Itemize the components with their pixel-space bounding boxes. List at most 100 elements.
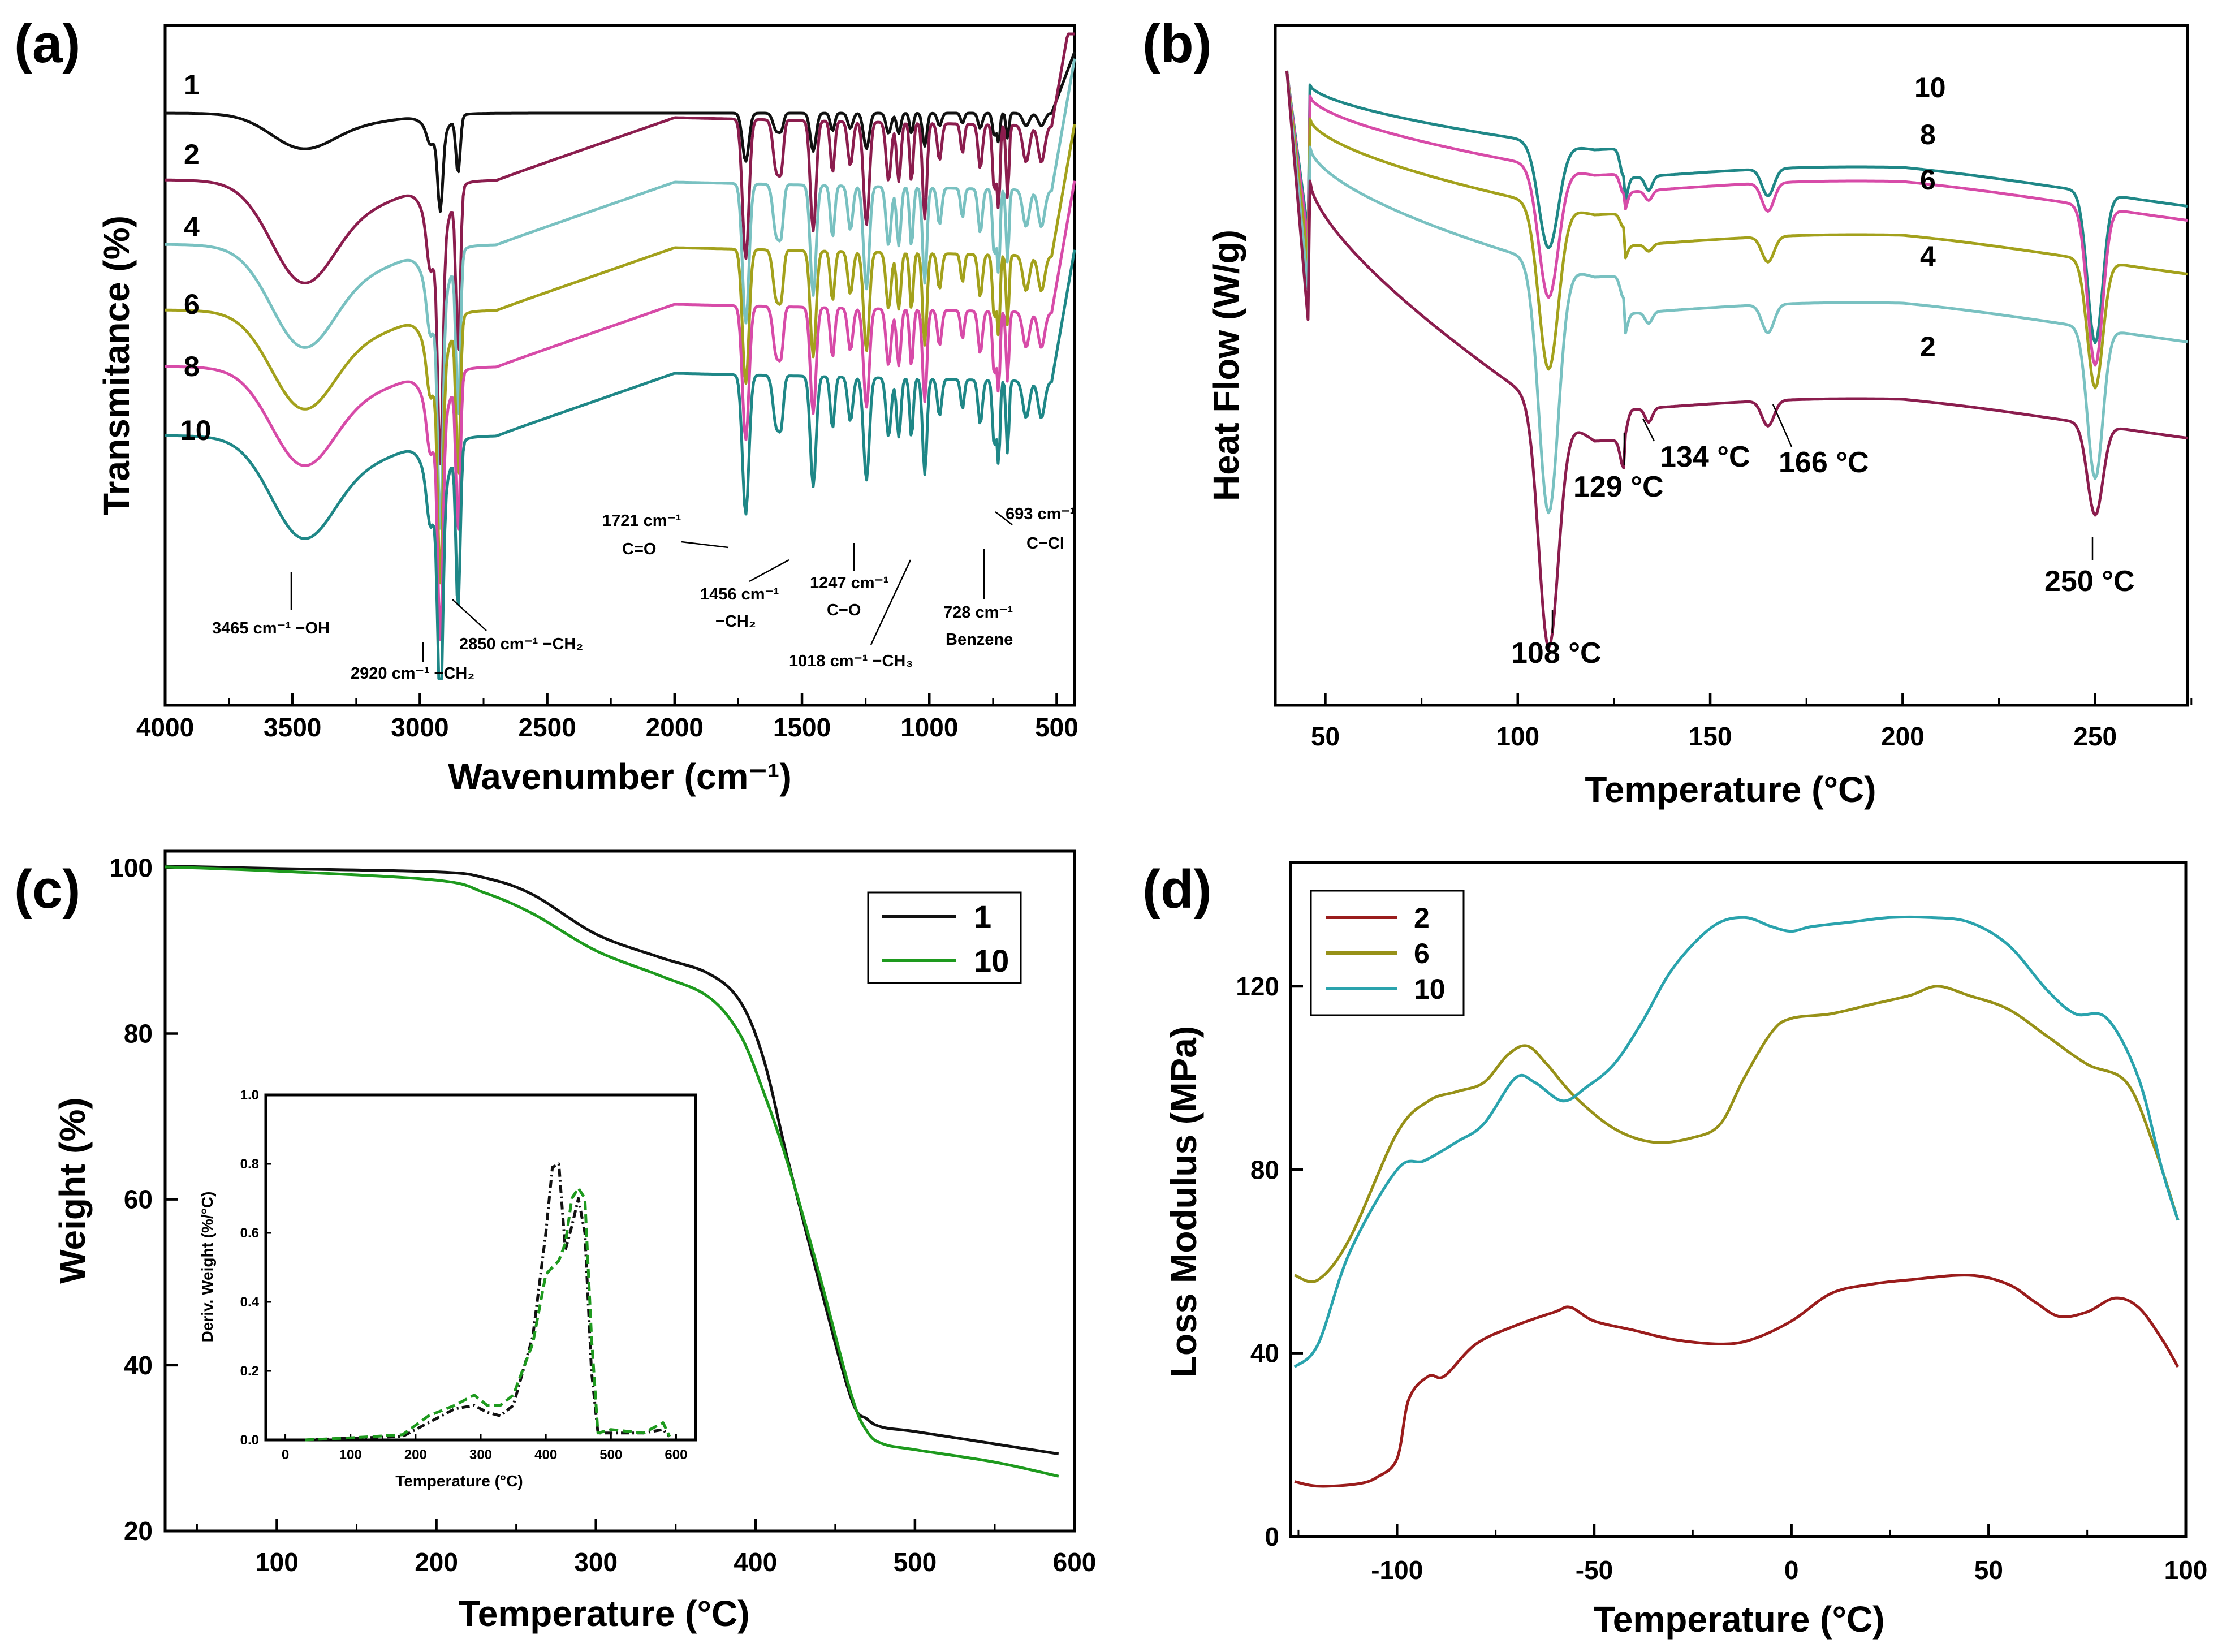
ann-1247-sub: C−O — [827, 601, 861, 619]
panel-a-x-tick-label-1000: 1000 — [900, 713, 958, 742]
panel-a-series-6-line — [165, 124, 1076, 585]
panel-d-axes-frame — [1289, 861, 2188, 1538]
panel-a-series-8-line — [165, 180, 1076, 641]
inset-series-1-line — [305, 1162, 671, 1442]
panel-a-series-label-6: 6 — [184, 288, 200, 320]
panel-b-axes-frame — [1274, 24, 2189, 707]
arrow-134 — [1642, 418, 1655, 442]
panel-d-legend-label-6: 6 — [1414, 938, 1430, 969]
panel-d-series-10-line — [1293, 915, 2180, 1368]
panel-d-legend-label-10: 10 — [1414, 973, 1446, 1005]
panel-a-x-tick-label-3000: 3000 — [391, 713, 448, 742]
inset-y-axis-title: Deriv. Weight (%/°C) — [199, 1192, 216, 1343]
arrow-166 — [1772, 404, 1793, 447]
panel-b-x-axis-title: Temperature (°C) — [1585, 769, 1876, 810]
arrow-693 — [995, 511, 1013, 525]
panel-b-series-label-10: 10 — [1914, 72, 1946, 103]
inset-x-tick-label-100: 100 — [339, 1447, 362, 1463]
panel-c-axes-frame — [163, 849, 1076, 1533]
arrow-1721 — [681, 541, 729, 549]
panel-b-x-tick-label-100: 100 — [1496, 722, 1539, 751]
panel-d: (d) -100 -50 0 50 100 0 40 80 120 Temperature (°… — [1142, 859, 2207, 1640]
ann-108: 108 °C — [1511, 637, 1602, 670]
panel-d-ticks: -100 -50 0 50 100 0 40 80 120 — [1236, 972, 2207, 1585]
panel-a-label: (a) — [14, 14, 80, 74]
inset-axes-frame — [264, 1093, 697, 1442]
panel-c-x-tick-label-300: 300 — [574, 1547, 618, 1577]
arrow-2850 — [452, 599, 487, 631]
panel-b-series-4-line — [1285, 70, 2188, 515]
panel-d-y-axis-title: Loss Modulus (MPa) — [1163, 1026, 1204, 1378]
panel-c-y-tick-label-40: 40 — [124, 1351, 153, 1380]
panel-c-x-tick-label-200: 200 — [415, 1547, 458, 1577]
inset-y-tick-label-1: 1.0 — [240, 1088, 259, 1103]
panel-c-legend-label-10: 10 — [974, 943, 1009, 978]
panel-d-x-axis-title: Temperature (°C) — [1593, 1599, 1884, 1640]
inset-y-tick-label-0.4: 0.4 — [240, 1295, 260, 1310]
panel-a-series-4-line — [165, 58, 1076, 530]
panel-c-inset: 0 100 200 300 400 500 600 0.0 0.2 0.4 0.6 0.8 1.0 Te… — [199, 1088, 697, 1490]
ann-1721-sub: C=O — [622, 540, 656, 558]
panel-a-series-label-4: 4 — [184, 211, 200, 243]
panel-b-x-tick-label-200: 200 — [1881, 722, 1925, 751]
ann-728: 728 cm⁻¹ — [943, 603, 1013, 622]
panel-a-series-10-line — [165, 249, 1076, 680]
panel-a-x-tick-label-2000: 2000 — [646, 713, 704, 742]
panel-b-x-ticks: 50 100 150 200 250 — [1311, 693, 2193, 751]
ann-693: 693 cm⁻¹ — [1006, 505, 1075, 523]
panel-c-x-tick-label-400: 400 — [734, 1547, 777, 1577]
inset-x-tick-label-0: 0 — [282, 1447, 289, 1463]
panel-c-y-tick-label-60: 60 — [124, 1185, 153, 1214]
panel-d-series-2-line — [1294, 1274, 2180, 1488]
panel-c-x-tick-label-100: 100 — [255, 1547, 299, 1577]
inset-x-tick-label-400: 400 — [534, 1447, 557, 1463]
panel-a-series-label-2: 2 — [184, 139, 200, 170]
inset-x-tick-label-300: 300 — [469, 1447, 492, 1463]
panel-d-x-tick-label--100: -100 — [1371, 1555, 1423, 1585]
ann-2920: 2920 cm⁻¹ −CH₂ — [351, 665, 474, 683]
panel-b-series-10-line — [1285, 70, 2188, 344]
ann-1018: 1018 cm⁻¹ −CH₃ — [789, 652, 913, 670]
ann-134: 134 °C — [1660, 441, 1750, 473]
panel-b-series-label-8: 8 — [1920, 119, 1936, 150]
panel-c-x-tick-label-600: 600 — [1053, 1547, 1097, 1577]
panel-a-x-axis-title: Wavenumber (cm⁻¹) — [448, 756, 792, 797]
panel-a-axes-frame — [163, 24, 1076, 707]
panel-b-series-2-line — [1285, 70, 2188, 649]
ann-166: 166 °C — [1779, 446, 1869, 479]
ann-1247: 1247 cm⁻¹ — [810, 574, 888, 592]
panel-a-x-tick-label-4000: 4000 — [136, 713, 194, 742]
panel-d-y-tick-label-120: 120 — [1236, 972, 1279, 1001]
panel-c-y-tick-label-80: 80 — [124, 1019, 153, 1048]
panel-a-x-tick-label-3500: 3500 — [264, 713, 321, 742]
ann-3465: 3465 cm⁻¹ −OH — [212, 619, 330, 637]
panel-d-legend-label-2: 2 — [1414, 902, 1430, 934]
arrow-1456 — [749, 559, 789, 583]
panel-b-series-label-6: 6 — [1920, 164, 1936, 196]
inset-ticks: 0 100 200 300 400 500 600 0.0 0.2 0.4 0.6 0.8 1.0 — [240, 1088, 688, 1463]
panel-c-legend: 1 10 — [867, 891, 1022, 984]
panel-c-y-tick-label-100: 100 — [109, 853, 153, 882]
panel-d-y-tick-label-40: 40 — [1250, 1339, 1279, 1368]
panel-b-series-label-2: 2 — [1920, 331, 1936, 363]
ann-693-sub: C−Cl — [1026, 534, 1064, 553]
panel-d-x-tick-label--50: -50 — [1576, 1555, 1613, 1585]
panel-d-x-tick-label-100: 100 — [2164, 1555, 2208, 1585]
inset-y-tick-label-0: 0.0 — [240, 1433, 259, 1448]
inset-x-axis-title: Temperature (°C) — [395, 1472, 523, 1490]
ann-250: 250 °C — [2044, 565, 2135, 598]
panel-b-series-6-line — [1285, 70, 2188, 390]
panel-a: (a) 4000 3500 3000 2500 2000 1500 1000 500 Wave… — [14, 14, 1078, 797]
inset-series-10-line — [304, 1187, 671, 1442]
panel-d-y-tick-label-80: 80 — [1250, 1155, 1279, 1184]
inset-x-tick-label-200: 200 — [404, 1447, 427, 1463]
panel-c-series-10-line — [165, 865, 1059, 1478]
panel-c-legend-label-1: 1 — [974, 899, 991, 934]
inset-x-tick-label-500: 500 — [599, 1447, 622, 1463]
ann-1456: 1456 cm⁻¹ — [700, 585, 779, 603]
panel-b-peak-annotations: 108 °C 129 °C 134 °C 166 °C 250 °C — [1511, 404, 2135, 670]
inset-y-tick-label-0.6: 0.6 — [240, 1226, 259, 1241]
